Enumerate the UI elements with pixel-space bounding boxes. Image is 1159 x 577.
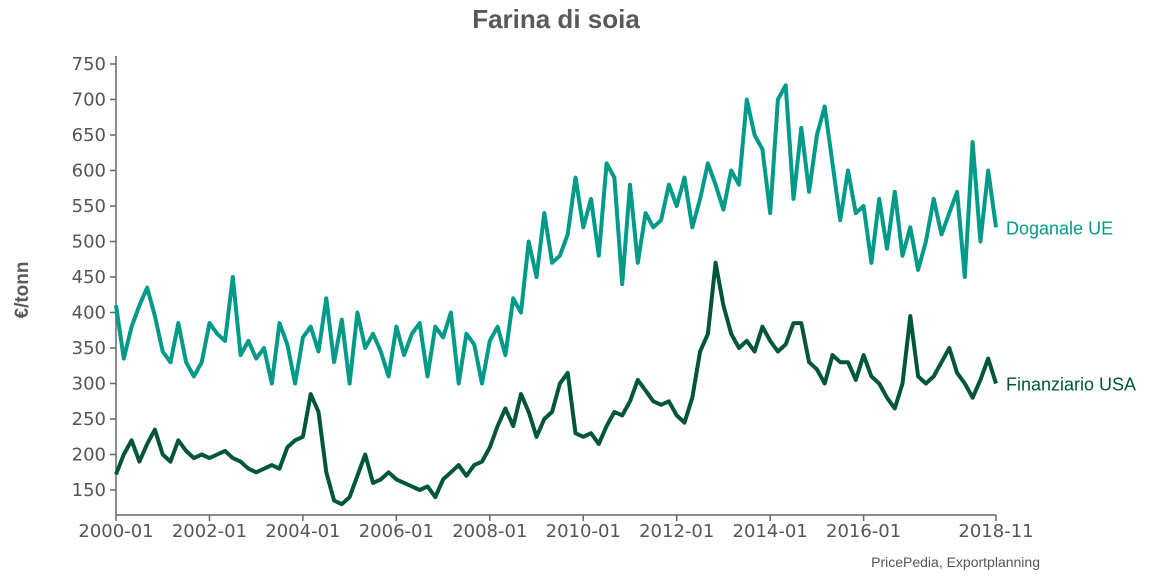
y-tick-label: 750 xyxy=(72,54,106,75)
y-tick-label: 600 xyxy=(72,161,106,182)
y-tick-label: 150 xyxy=(72,480,106,501)
x-tick-label: 2000-01 xyxy=(78,521,153,542)
series-lines: Doganale UE Finanziario USA xyxy=(114,83,1136,507)
source-note: PricePedia, Exportplanning xyxy=(871,554,1040,570)
y-tick-label: 700 xyxy=(72,90,106,111)
series-line-finanziario-usa xyxy=(114,260,998,507)
x-tick-label: 2012-01 xyxy=(639,521,714,542)
x-tick-label: 2016-01 xyxy=(826,521,901,542)
x-tick-label: 2010-01 xyxy=(546,521,621,542)
y-tick-label: 550 xyxy=(72,196,106,217)
y-tick-label: 400 xyxy=(72,303,106,324)
y-tick-label: 450 xyxy=(72,267,106,288)
x-tick-label: 2018-11 xyxy=(958,521,1033,542)
y-tick-label: 500 xyxy=(72,232,106,253)
series-line-doganale-ue xyxy=(114,83,998,386)
x-tick-label: 2002-01 xyxy=(172,521,247,542)
x-tick-label: 2004-01 xyxy=(265,521,340,542)
y-axis-label: €/tonn xyxy=(12,262,33,319)
y-tick-label: 200 xyxy=(72,445,106,466)
series-label: Finanziario USA xyxy=(1006,375,1136,395)
series-label: Doganale UE xyxy=(1006,218,1113,238)
x-tick-label: 2014-01 xyxy=(733,521,808,542)
x-tick-label: 2008-01 xyxy=(452,521,527,542)
axes: 150 200 250 300 350 400 450 500 550 600 650 700 750 2… xyxy=(72,54,1034,542)
y-tick-label: 250 xyxy=(72,409,106,430)
y-tick-label: 350 xyxy=(72,338,106,359)
y-tick-label: 650 xyxy=(72,125,106,146)
chart-title: Farina di soia xyxy=(472,4,640,34)
y-tick-label: 300 xyxy=(72,374,106,395)
x-tick-label: 2006-01 xyxy=(359,521,434,542)
